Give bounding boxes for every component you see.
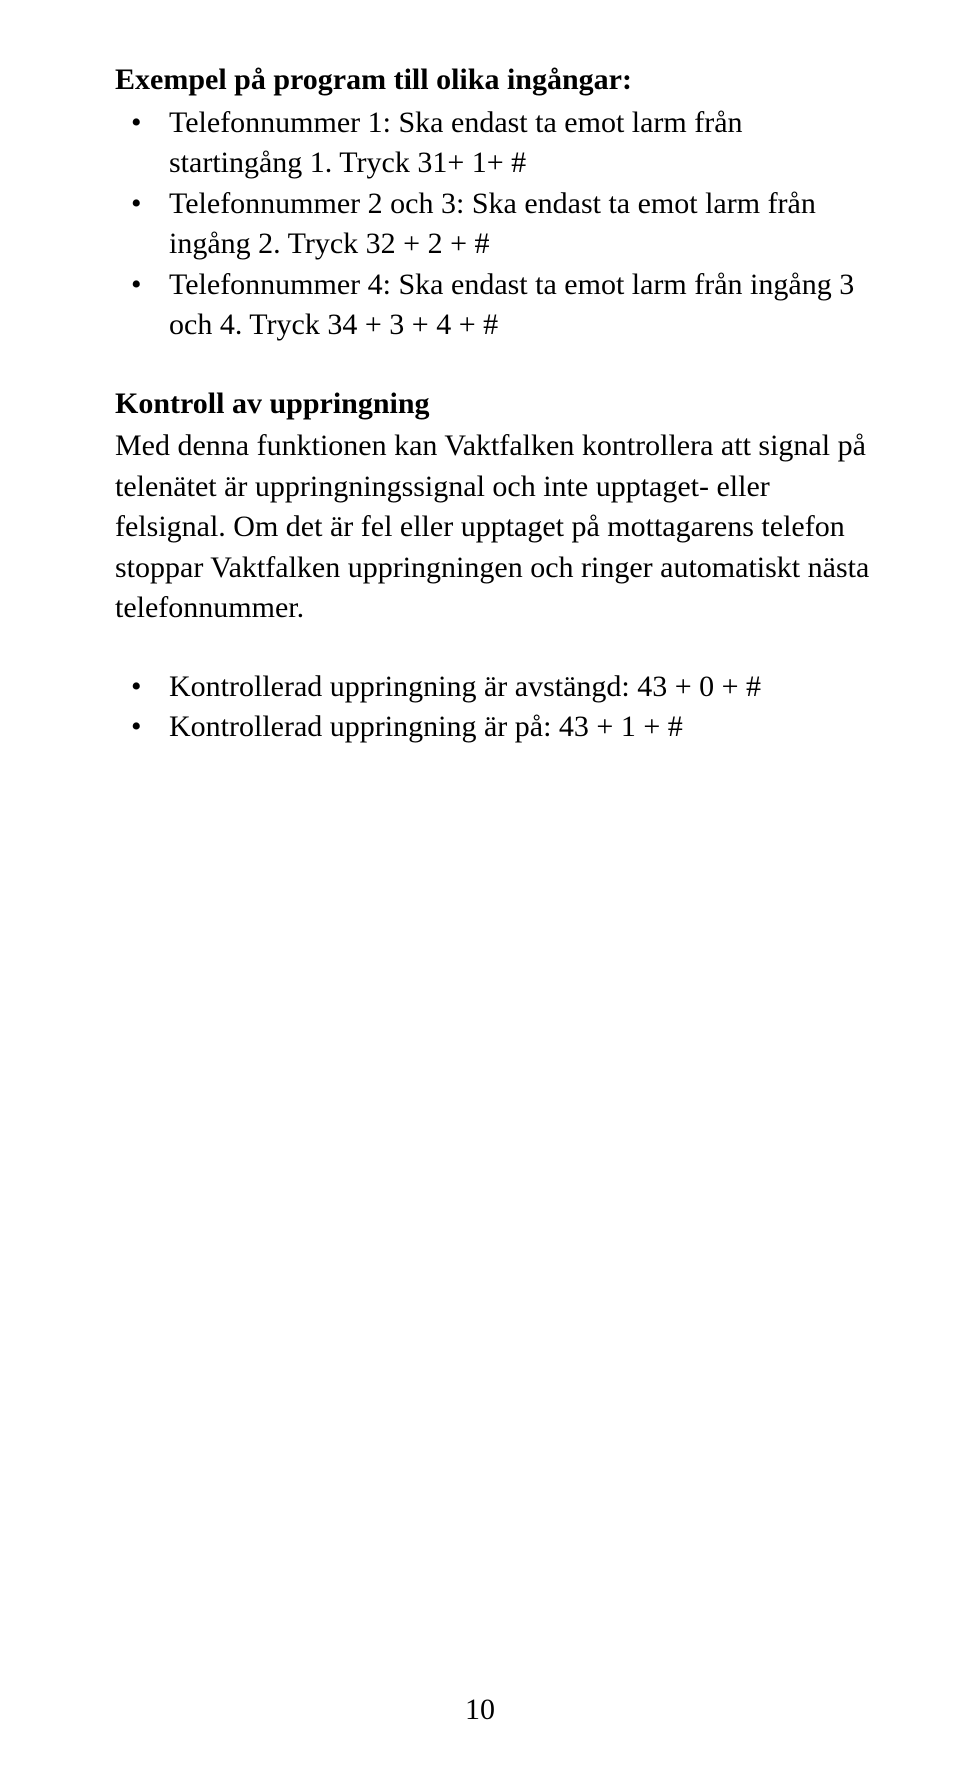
section1-heading: Exempel på program till olika ingångar: bbox=[115, 60, 870, 101]
document-page: Exempel på program till olika ingångar: … bbox=[0, 0, 960, 1775]
section2-paragraph: Med denna funktionen kan Vaktfalken kont… bbox=[115, 426, 870, 629]
list-item: Kontrollerad uppringning är på: 43 + 1 +… bbox=[115, 707, 870, 748]
section2-heading: Kontroll av uppringning bbox=[115, 384, 870, 425]
section2-list: Kontrollerad uppringning är avstängd: 43… bbox=[115, 667, 870, 748]
page-number: 10 bbox=[0, 1693, 960, 1727]
list-item: Telefonnummer 1: Ska endast ta emot larm… bbox=[115, 103, 870, 184]
list-item: Telefonnummer 4: Ska endast ta emot larm… bbox=[115, 265, 870, 346]
list-item: Telefonnummer 2 och 3: Ska endast ta emo… bbox=[115, 184, 870, 265]
section1-list: Telefonnummer 1: Ska endast ta emot larm… bbox=[115, 103, 870, 346]
list-item: Kontrollerad uppringning är avstängd: 43… bbox=[115, 667, 870, 708]
